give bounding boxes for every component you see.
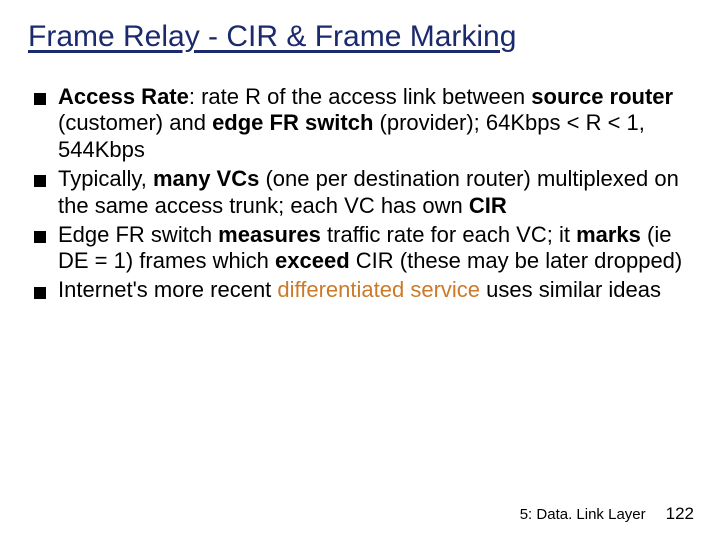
bullet-item: Typically, many VCs (one per destination… <box>32 166 688 220</box>
text-segment: measures <box>218 222 321 247</box>
text-segment: marks <box>576 222 641 247</box>
text-segment: uses similar ideas <box>480 277 661 302</box>
text-segment: Typically, <box>58 166 153 191</box>
text-segment: source router <box>531 84 673 109</box>
slide: Frame Relay - CIR & Frame Marking Access… <box>0 0 720 540</box>
text-segment: edge FR switch <box>212 110 373 135</box>
slide-footer: 5: Data. Link Layer 122 <box>520 504 694 524</box>
text-segment: many VCs <box>153 166 259 191</box>
slide-title: Frame Relay - CIR & Frame Marking <box>28 18 692 56</box>
text-segment: CIR (these may be later dropped) <box>350 248 683 273</box>
footer-section: 5: Data. Link Layer <box>520 506 646 523</box>
bullet-item: Internet's more recent differentiated se… <box>32 277 688 304</box>
text-segment: differentiated service <box>277 277 480 302</box>
bullet-item: Access Rate: rate R of the access link b… <box>32 84 688 164</box>
text-segment: : rate R of the access link between <box>189 84 531 109</box>
footer-page-number: 122 <box>666 504 694 524</box>
text-segment: CIR <box>469 193 507 218</box>
text-segment: Internet's more recent <box>58 277 277 302</box>
text-segment: Edge FR switch <box>58 222 218 247</box>
text-segment: Access Rate <box>58 84 189 109</box>
text-segment: exceed <box>275 248 350 273</box>
bullet-item: Edge FR switch measures traffic rate for… <box>32 222 688 276</box>
text-segment: traffic rate for each VC; it <box>321 222 576 247</box>
bullet-list: Access Rate: rate R of the access link b… <box>32 84 688 305</box>
text-segment: (customer) and <box>58 110 212 135</box>
